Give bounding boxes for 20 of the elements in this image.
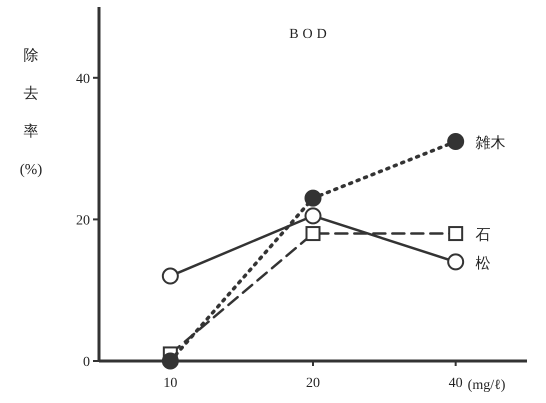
point: [447, 253, 464, 270]
point: [306, 226, 320, 242]
point: [304, 190, 322, 207]
point: [447, 133, 464, 150]
series-label: 雑木: [476, 134, 506, 152]
series-label: 石: [476, 228, 491, 244]
x-tick-label: 10: [163, 376, 178, 391]
x-tick-label: 20: [306, 376, 320, 391]
x-axis-title: (mg/ℓ): [468, 378, 506, 393]
point: [162, 268, 179, 285]
y-tick-label: 0: [83, 355, 90, 370]
text: 除去率(%): [20, 48, 42, 178]
series-label: 松: [476, 254, 491, 272]
y-tick-label: 40: [76, 72, 90, 87]
point: [304, 207, 322, 224]
point: [162, 352, 179, 370]
text: BOD: [289, 27, 331, 42]
x-tick-label: 40: [448, 376, 463, 391]
point: [448, 226, 464, 242]
y-tick-label: 20: [76, 213, 90, 228]
